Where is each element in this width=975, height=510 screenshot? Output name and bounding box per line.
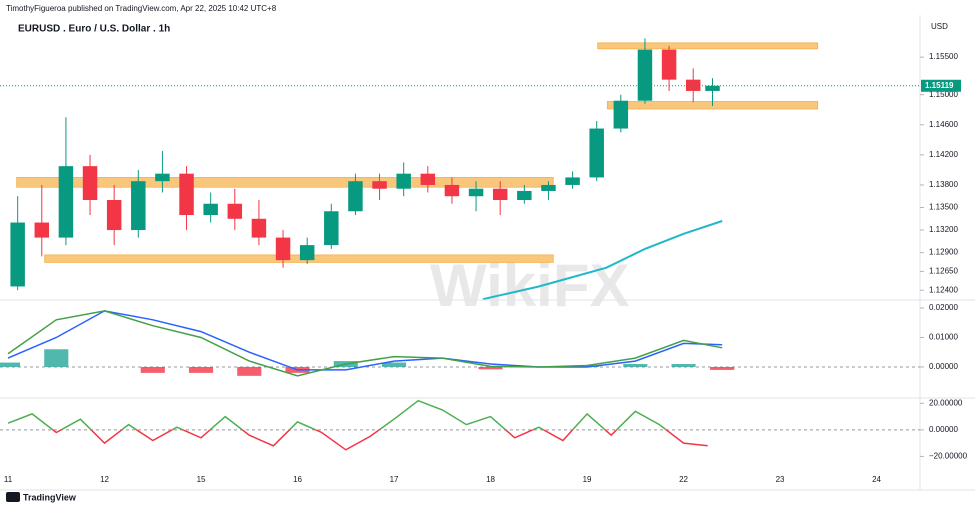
y-tick-label: 1.13800: [929, 180, 958, 189]
candle-body: [420, 173, 436, 185]
zone: [44, 254, 554, 263]
histogram-bar: [623, 364, 648, 367]
last-price-badge: [921, 79, 961, 92]
watermark: WikiFX: [430, 252, 629, 319]
x-tick-label: 19: [583, 475, 592, 484]
histogram-bar: [710, 366, 735, 370]
currency: USD: [931, 22, 948, 31]
candle-body: [492, 188, 508, 200]
candle-body: [34, 222, 50, 238]
y-tick-label: 1.12650: [929, 267, 958, 276]
histogram-bar: [671, 364, 696, 367]
x-tick-label: 16: [293, 475, 302, 484]
candle-body: [541, 184, 556, 191]
publisher: TimothyFigueroa published on TradingView…: [6, 4, 277, 13]
x-tick-label: 17: [390, 475, 399, 484]
line-negative: [51, 429, 708, 451]
y-tick-label: 0.00000: [929, 425, 958, 434]
x-tick-label: 15: [197, 475, 206, 484]
y-tick-label: 1.12400: [929, 285, 958, 294]
y-tick-label: 1.15500: [929, 52, 958, 61]
candle-body: [299, 245, 315, 261]
histogram-bar: [478, 366, 503, 370]
y-tick-label: −20.00000: [929, 452, 968, 461]
candle-body: [637, 49, 653, 101]
x-tick-label: 22: [679, 475, 688, 484]
y-tick-label: 1.14600: [929, 120, 958, 129]
last-price-label: 1.15119: [925, 81, 954, 90]
candle-body: [468, 188, 484, 197]
candle-body: [589, 128, 604, 178]
candle-body: [179, 173, 194, 216]
candle-body: [106, 199, 122, 231]
x-tick-label: 12: [100, 475, 109, 484]
candle-body: [10, 222, 25, 287]
candle-body: [565, 177, 580, 185]
y-tick-label: 0.02000: [929, 303, 958, 312]
y-tick-label: 20.00000: [929, 398, 963, 407]
x-tick-label: 24: [872, 475, 881, 484]
y-tick-label: 1.15000: [929, 90, 958, 99]
zone: [597, 42, 819, 50]
candle-body: [227, 203, 243, 219]
x-tick-label: 11: [4, 475, 13, 484]
candle-body: [705, 85, 720, 91]
candle-body: [613, 100, 629, 129]
y-tick-label: 0.00000: [929, 362, 958, 371]
candle-body: [661, 49, 677, 80]
footer: TradingView: [23, 492, 77, 502]
line: [7, 310, 723, 371]
candle-body: [275, 237, 291, 261]
line: [7, 310, 723, 377]
symbol: EURUSD . Euro / U.S. Dollar . 1h: [18, 24, 170, 35]
candle-body: [131, 181, 146, 231]
candle-body: [155, 173, 170, 182]
candle-body: [324, 211, 339, 246]
histogram-bar: [140, 366, 165, 373]
candle-body: [82, 166, 98, 200]
y-tick-label: 1.14200: [929, 150, 958, 159]
candle-body: [517, 190, 532, 200]
histogram-bar: [237, 366, 262, 376]
x-tick-label: 18: [486, 475, 495, 484]
histogram-bar: [0, 362, 21, 367]
y-tick-label: 1.12900: [929, 248, 958, 257]
logo: [6, 492, 20, 502]
y-tick-label: 1.13500: [929, 203, 958, 212]
histogram-bar: [381, 362, 407, 367]
candle-body: [396, 173, 411, 189]
histogram-bar: [44, 349, 69, 367]
candle-body: [251, 218, 267, 238]
line: [482, 220, 723, 301]
candle-body: [203, 203, 218, 216]
candle-body: [58, 166, 74, 238]
x-tick-label: 23: [776, 475, 785, 484]
zone: [16, 177, 554, 188]
histogram-bar: [188, 366, 214, 373]
candle-body: [348, 181, 363, 212]
candle-body: [444, 184, 460, 197]
line-positive: [7, 399, 668, 430]
y-tick-label: 0.01000: [929, 333, 958, 342]
y-tick-label: 1.13200: [929, 225, 958, 234]
candle-body: [372, 181, 387, 189]
